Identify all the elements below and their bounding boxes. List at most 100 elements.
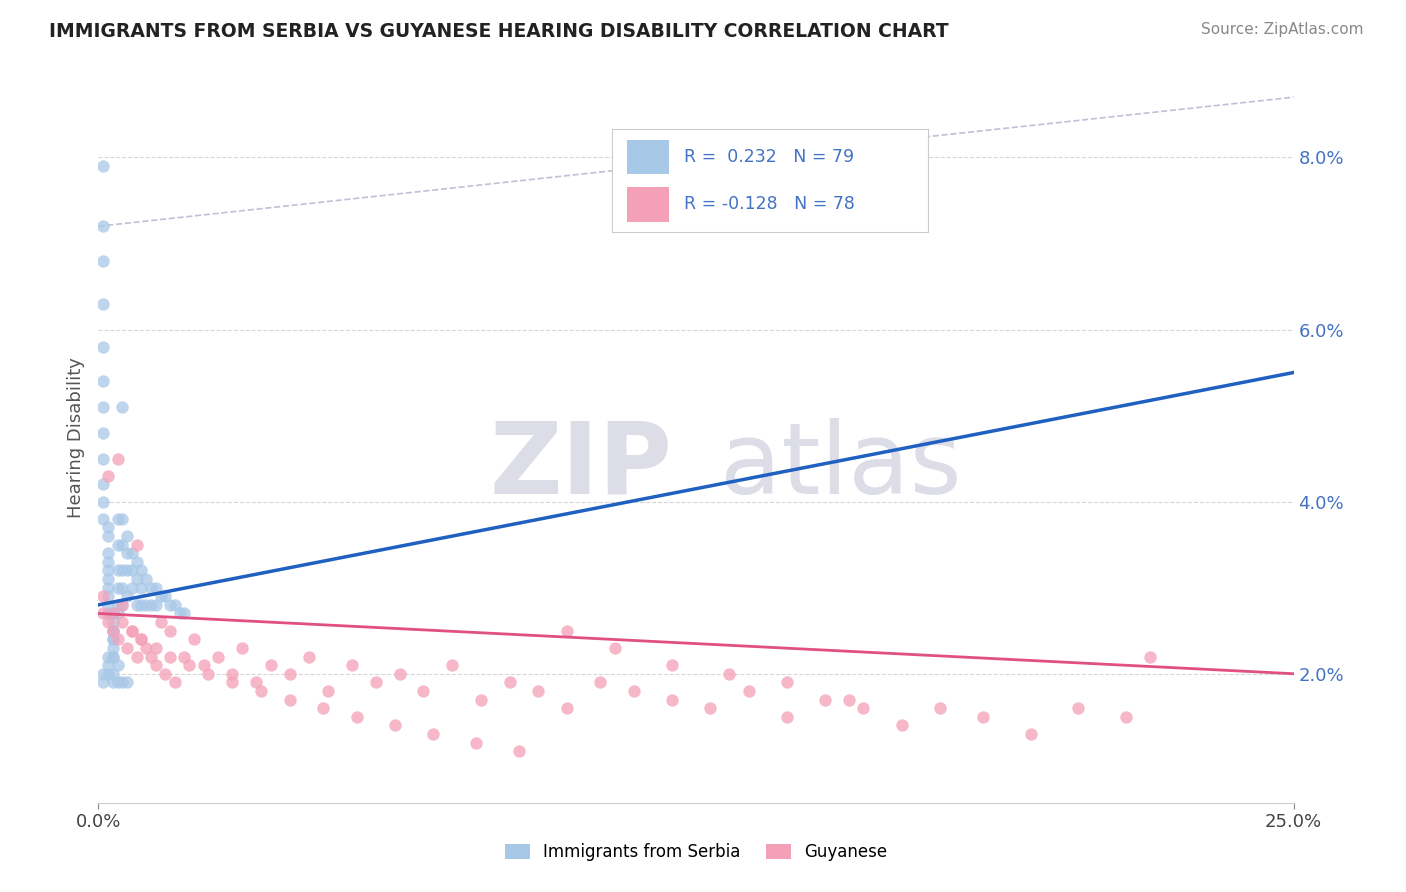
Point xyxy=(131,598,153,612)
Point xyxy=(97,589,120,603)
Point xyxy=(107,607,129,621)
Point xyxy=(1067,701,1090,715)
Point xyxy=(139,649,162,664)
Point xyxy=(121,624,143,638)
Point xyxy=(221,675,243,690)
Point xyxy=(316,684,339,698)
Point xyxy=(97,564,120,578)
Point xyxy=(312,701,335,715)
Point xyxy=(250,684,273,698)
Point xyxy=(527,684,550,698)
Point xyxy=(97,520,120,534)
Point xyxy=(97,649,120,664)
Point xyxy=(159,649,181,664)
Y-axis label: Hearing Disability: Hearing Disability xyxy=(66,357,84,517)
Point xyxy=(163,675,186,690)
Point xyxy=(115,564,138,578)
Point xyxy=(145,640,167,655)
Point xyxy=(101,640,124,655)
Point xyxy=(131,632,153,647)
Point xyxy=(340,658,363,673)
Point xyxy=(101,615,124,629)
Point xyxy=(169,607,191,621)
Point xyxy=(101,607,124,621)
Point xyxy=(183,632,205,647)
Point xyxy=(422,727,444,741)
Point xyxy=(131,632,153,647)
Point xyxy=(97,529,120,543)
Point xyxy=(91,219,114,234)
Point xyxy=(115,675,138,690)
Point xyxy=(101,632,124,647)
Point xyxy=(155,589,177,603)
Point xyxy=(298,649,321,664)
Point xyxy=(179,658,201,673)
Point xyxy=(125,649,148,664)
Point xyxy=(97,572,120,586)
Point xyxy=(603,640,626,655)
Point xyxy=(91,400,114,414)
Point xyxy=(115,546,138,560)
Text: ZIP: ZIP xyxy=(489,417,672,515)
Point xyxy=(111,564,134,578)
Point xyxy=(163,598,186,612)
Point xyxy=(388,666,411,681)
Point xyxy=(1139,649,1161,664)
Point xyxy=(101,607,124,621)
Point xyxy=(555,701,578,715)
Point xyxy=(814,692,837,706)
Point xyxy=(928,701,950,715)
Point xyxy=(111,400,134,414)
Point xyxy=(101,666,124,681)
Point xyxy=(890,718,912,732)
Point xyxy=(97,658,120,673)
Point xyxy=(259,658,281,673)
Point xyxy=(589,675,612,690)
Point xyxy=(115,529,138,543)
Point xyxy=(91,589,114,603)
Point xyxy=(125,572,148,586)
Point xyxy=(101,624,124,638)
Point xyxy=(97,581,120,595)
Point xyxy=(498,675,520,690)
Point xyxy=(107,675,129,690)
Point xyxy=(838,692,860,706)
Point xyxy=(97,615,120,629)
Point xyxy=(101,632,124,647)
Point xyxy=(441,658,464,673)
Point xyxy=(197,666,219,681)
Point xyxy=(173,607,195,621)
Point xyxy=(101,649,124,664)
Point xyxy=(661,692,683,706)
Point xyxy=(1115,710,1137,724)
Point xyxy=(107,564,129,578)
Point xyxy=(107,598,129,612)
Point xyxy=(384,718,406,732)
Text: IMMIGRANTS FROM SERBIA VS GUYANESE HEARING DISABILITY CORRELATION CHART: IMMIGRANTS FROM SERBIA VS GUYANESE HEARI… xyxy=(49,22,949,41)
Point xyxy=(111,598,134,612)
Point xyxy=(972,710,994,724)
Point xyxy=(121,546,143,560)
Bar xyxy=(627,186,669,221)
Point xyxy=(97,666,120,681)
Point xyxy=(121,581,143,595)
Point xyxy=(135,572,157,586)
Point xyxy=(145,598,167,612)
Point xyxy=(776,675,799,690)
Point xyxy=(278,692,301,706)
Point xyxy=(107,658,129,673)
Point xyxy=(101,649,124,664)
Point xyxy=(131,564,153,578)
Point xyxy=(91,666,114,681)
Point xyxy=(155,666,177,681)
Point xyxy=(115,589,138,603)
Legend: Immigrants from Serbia, Guyanese: Immigrants from Serbia, Guyanese xyxy=(498,837,894,868)
Point xyxy=(97,468,120,483)
Point xyxy=(737,684,759,698)
Point xyxy=(346,710,368,724)
Point xyxy=(139,581,162,595)
Point xyxy=(718,666,741,681)
Point xyxy=(623,684,645,698)
Point xyxy=(221,666,243,681)
Point xyxy=(125,538,148,552)
